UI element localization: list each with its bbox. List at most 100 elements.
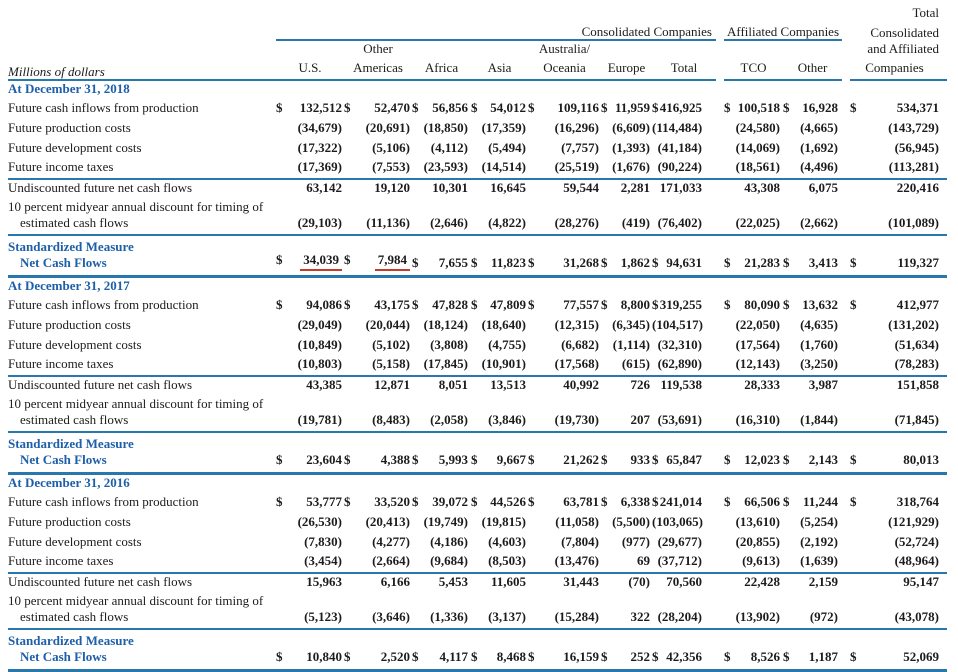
value-cell: (104,517) <box>652 316 716 336</box>
value-cell: (4,496) <box>783 159 842 179</box>
column-gap <box>842 493 850 513</box>
cell-value: (5,158) <box>372 356 410 371</box>
cell-value: (615) <box>621 356 650 371</box>
value-cell: 43,385 <box>276 375 344 396</box>
currency-symbol: $ <box>601 452 608 467</box>
value-cell-content: $10,840 <box>276 649 342 665</box>
cell-value: (41,184) <box>657 140 702 155</box>
value-cell: $31,268 <box>528 234 601 278</box>
cell-value: (6,682) <box>561 337 599 352</box>
value-cell: 3,987 <box>783 375 842 396</box>
cell-value: (1,393) <box>612 140 650 155</box>
cell-value: (51,634) <box>894 337 939 352</box>
value-cell-content: $94,631 <box>652 255 702 271</box>
value-cell: $416,925 <box>652 99 716 119</box>
value-cell-content: (20,691) <box>344 120 410 136</box>
cell-value: 31,443 <box>563 574 599 589</box>
cell-value: (977) <box>621 534 650 549</box>
value-cell: (70) <box>601 572 652 593</box>
value-cell-content: (6,682) <box>528 337 599 353</box>
currency-symbol: $ <box>471 297 478 312</box>
cell-value: 4,388 <box>380 452 410 467</box>
value-cell: $52,470 <box>344 99 412 119</box>
table-row: Undiscounted future net cash flows 43,385… <box>8 375 947 396</box>
value-cell-content: 15,963 <box>276 574 342 590</box>
value-cell: $63,781 <box>528 493 601 513</box>
cell-value: (3,808) <box>430 337 468 352</box>
value-cell-content: 3,987 <box>783 377 838 393</box>
value-cell-content: $1,187 <box>783 649 838 665</box>
table-row: Future development costs (10,849) (5,102) (… <box>8 336 947 356</box>
currency-symbol: $ <box>412 494 419 509</box>
value-cell: (17,568) <box>528 356 601 376</box>
header-row-4: Millions of dollars U.S. Americas Africa… <box>8 56 947 81</box>
value-cell: (419) <box>601 199 652 235</box>
cell-value: (28,204) <box>657 609 702 624</box>
column-gap <box>842 396 850 432</box>
value-cell-content: 31,443 <box>528 574 599 590</box>
value-cell: (1,639) <box>783 553 842 573</box>
currency-symbol: $ <box>601 649 608 664</box>
value-cell-content: (12,143) <box>724 356 780 372</box>
value-cell: (19,749) <box>412 513 471 533</box>
value-cell-content: (9,684) <box>412 553 468 569</box>
value-cell-content: (62,890) <box>652 356 702 372</box>
value-cell: (1,336) <box>412 593 471 629</box>
value-cell: (43,078) <box>850 593 947 629</box>
cell-value: (26,530) <box>297 514 342 529</box>
value-cell: $94,631 <box>652 234 716 278</box>
cell-value: (16,310) <box>735 412 780 427</box>
value-cell: (5,102) <box>344 336 412 356</box>
cell-value: (19,730) <box>554 412 599 427</box>
value-cell-content: 322 <box>601 609 651 625</box>
row-label-line: estimated cash flows <box>20 215 129 230</box>
value-cell: (3,137) <box>471 593 528 629</box>
value-cell-content: (13,610) <box>724 514 780 530</box>
total-group-label-line1: Total <box>912 5 939 20</box>
row-label-line: estimated cash flows <box>20 412 129 427</box>
currency-symbol: $ <box>412 649 419 664</box>
cell-value: (29,103) <box>297 215 342 230</box>
col-header-asia: Asia <box>471 56 528 81</box>
value-cell: (16,310) <box>724 396 783 432</box>
cell-value: 100,518 <box>737 100 780 115</box>
cell-value: 47,828 <box>432 297 468 312</box>
value-cell: (3,646) <box>344 593 412 629</box>
section-header-row: At December 31, 2016 <box>8 474 947 494</box>
value-cell-content: $318,764 <box>850 494 939 510</box>
value-cell: (3,250) <box>783 356 842 376</box>
value-cell-content: (5,494) <box>471 140 526 156</box>
value-cell-content: $8,800 <box>601 297 650 313</box>
value-cell-content: 95,147 <box>850 574 939 590</box>
value-cell-content: (1,336) <box>412 609 468 625</box>
value-cell-content: $4,117 <box>412 649 468 665</box>
value-cell: (8,483) <box>344 396 412 432</box>
value-cell-content: (17,359) <box>471 120 526 136</box>
value-cell: 10,301 <box>412 178 471 199</box>
column-gap <box>842 553 850 573</box>
value-cell-content: (53,691) <box>652 412 702 428</box>
value-cell: (20,044) <box>344 316 412 336</box>
value-cell: $534,371 <box>850 99 947 119</box>
value-cell: (29,677) <box>652 533 716 553</box>
column-gap <box>842 119 850 139</box>
value-cell-content: 12,871 <box>344 377 410 393</box>
value-cell-content: (28,276) <box>528 215 599 231</box>
cell-value: (15,284) <box>554 609 599 624</box>
cell-value: 416,925 <box>659 100 702 115</box>
cell-value: (1,676) <box>612 159 650 174</box>
value-cell: $12,023 <box>724 431 783 475</box>
cell-value: (13,610) <box>735 514 780 529</box>
cell-value: (5,106) <box>372 140 410 155</box>
value-cell: 40,992 <box>528 375 601 396</box>
value-cell: (18,850) <box>412 119 471 139</box>
table-row: Future development costs (7,830) (4,277) (4… <box>8 533 947 553</box>
cell-value: 15,963 <box>306 574 342 589</box>
value-cell-content: 726 <box>601 377 651 393</box>
value-cell-content: (7,804) <box>528 534 599 550</box>
col-top-australia: Australia/ <box>538 41 591 56</box>
value-cell-content: $31,268 <box>528 255 599 271</box>
total-group-label-line3: and Affiliated <box>867 41 939 56</box>
currency-symbol: $ <box>471 494 478 509</box>
column-gap <box>716 553 724 573</box>
